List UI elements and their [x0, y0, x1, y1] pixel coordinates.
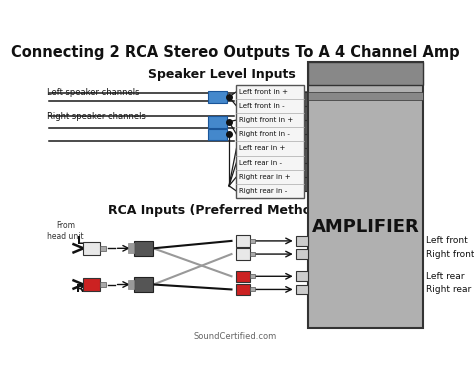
Text: Right front in +: Right front in +: [239, 117, 293, 123]
Text: From
head unit: From head unit: [47, 221, 83, 241]
Bar: [236, 271, 250, 282]
Bar: [135, 277, 153, 292]
Bar: [250, 287, 255, 291]
Text: Left rear: Left rear: [427, 272, 465, 281]
Bar: [100, 282, 106, 287]
Text: Left rear in +: Left rear in +: [239, 146, 285, 152]
Bar: [296, 271, 308, 281]
Text: RCA Inputs (Preferred Method): RCA Inputs (Preferred Method): [109, 204, 327, 217]
Bar: [308, 63, 423, 85]
Text: Left speaker channels: Left speaker channels: [47, 88, 140, 97]
Bar: [236, 248, 250, 260]
Text: Right speaker channels: Right speaker channels: [47, 112, 146, 121]
Bar: [250, 239, 255, 243]
Text: AMPLIFIER: AMPLIFIER: [312, 218, 419, 236]
Bar: [208, 91, 228, 103]
Bar: [308, 63, 423, 328]
Text: R: R: [76, 283, 84, 294]
Bar: [208, 128, 228, 140]
Bar: [83, 242, 100, 255]
Bar: [296, 236, 308, 246]
Text: SoundCertified.com: SoundCertified.com: [194, 332, 277, 341]
Bar: [296, 285, 308, 294]
Bar: [100, 246, 106, 251]
Text: Right rear in +: Right rear in +: [239, 174, 291, 180]
Bar: [83, 278, 100, 291]
Text: L: L: [77, 236, 83, 246]
Bar: [237, 85, 304, 198]
Bar: [236, 235, 250, 247]
Text: Speaker Level Inputs: Speaker Level Inputs: [148, 68, 295, 81]
Text: Connecting 2 RCA Stereo Outputs To A 4 Channel Amp: Connecting 2 RCA Stereo Outputs To A 4 C…: [11, 45, 460, 60]
Bar: [135, 241, 153, 256]
Text: Left rear in -: Left rear in -: [239, 160, 282, 166]
Bar: [208, 116, 228, 128]
Bar: [296, 249, 308, 259]
Bar: [128, 243, 135, 253]
Text: Right rear: Right rear: [427, 285, 472, 294]
Bar: [236, 284, 250, 295]
Text: Left front in -: Left front in -: [239, 103, 284, 109]
Bar: [250, 274, 255, 278]
Text: Right front in -: Right front in -: [239, 131, 290, 137]
Bar: [250, 252, 255, 256]
Text: Left front: Left front: [427, 236, 468, 246]
Text: Left front in +: Left front in +: [239, 89, 288, 95]
Text: Right rear in -: Right rear in -: [239, 188, 287, 194]
Bar: [128, 280, 135, 290]
Bar: [308, 92, 423, 100]
Text: Right front: Right front: [427, 250, 474, 258]
